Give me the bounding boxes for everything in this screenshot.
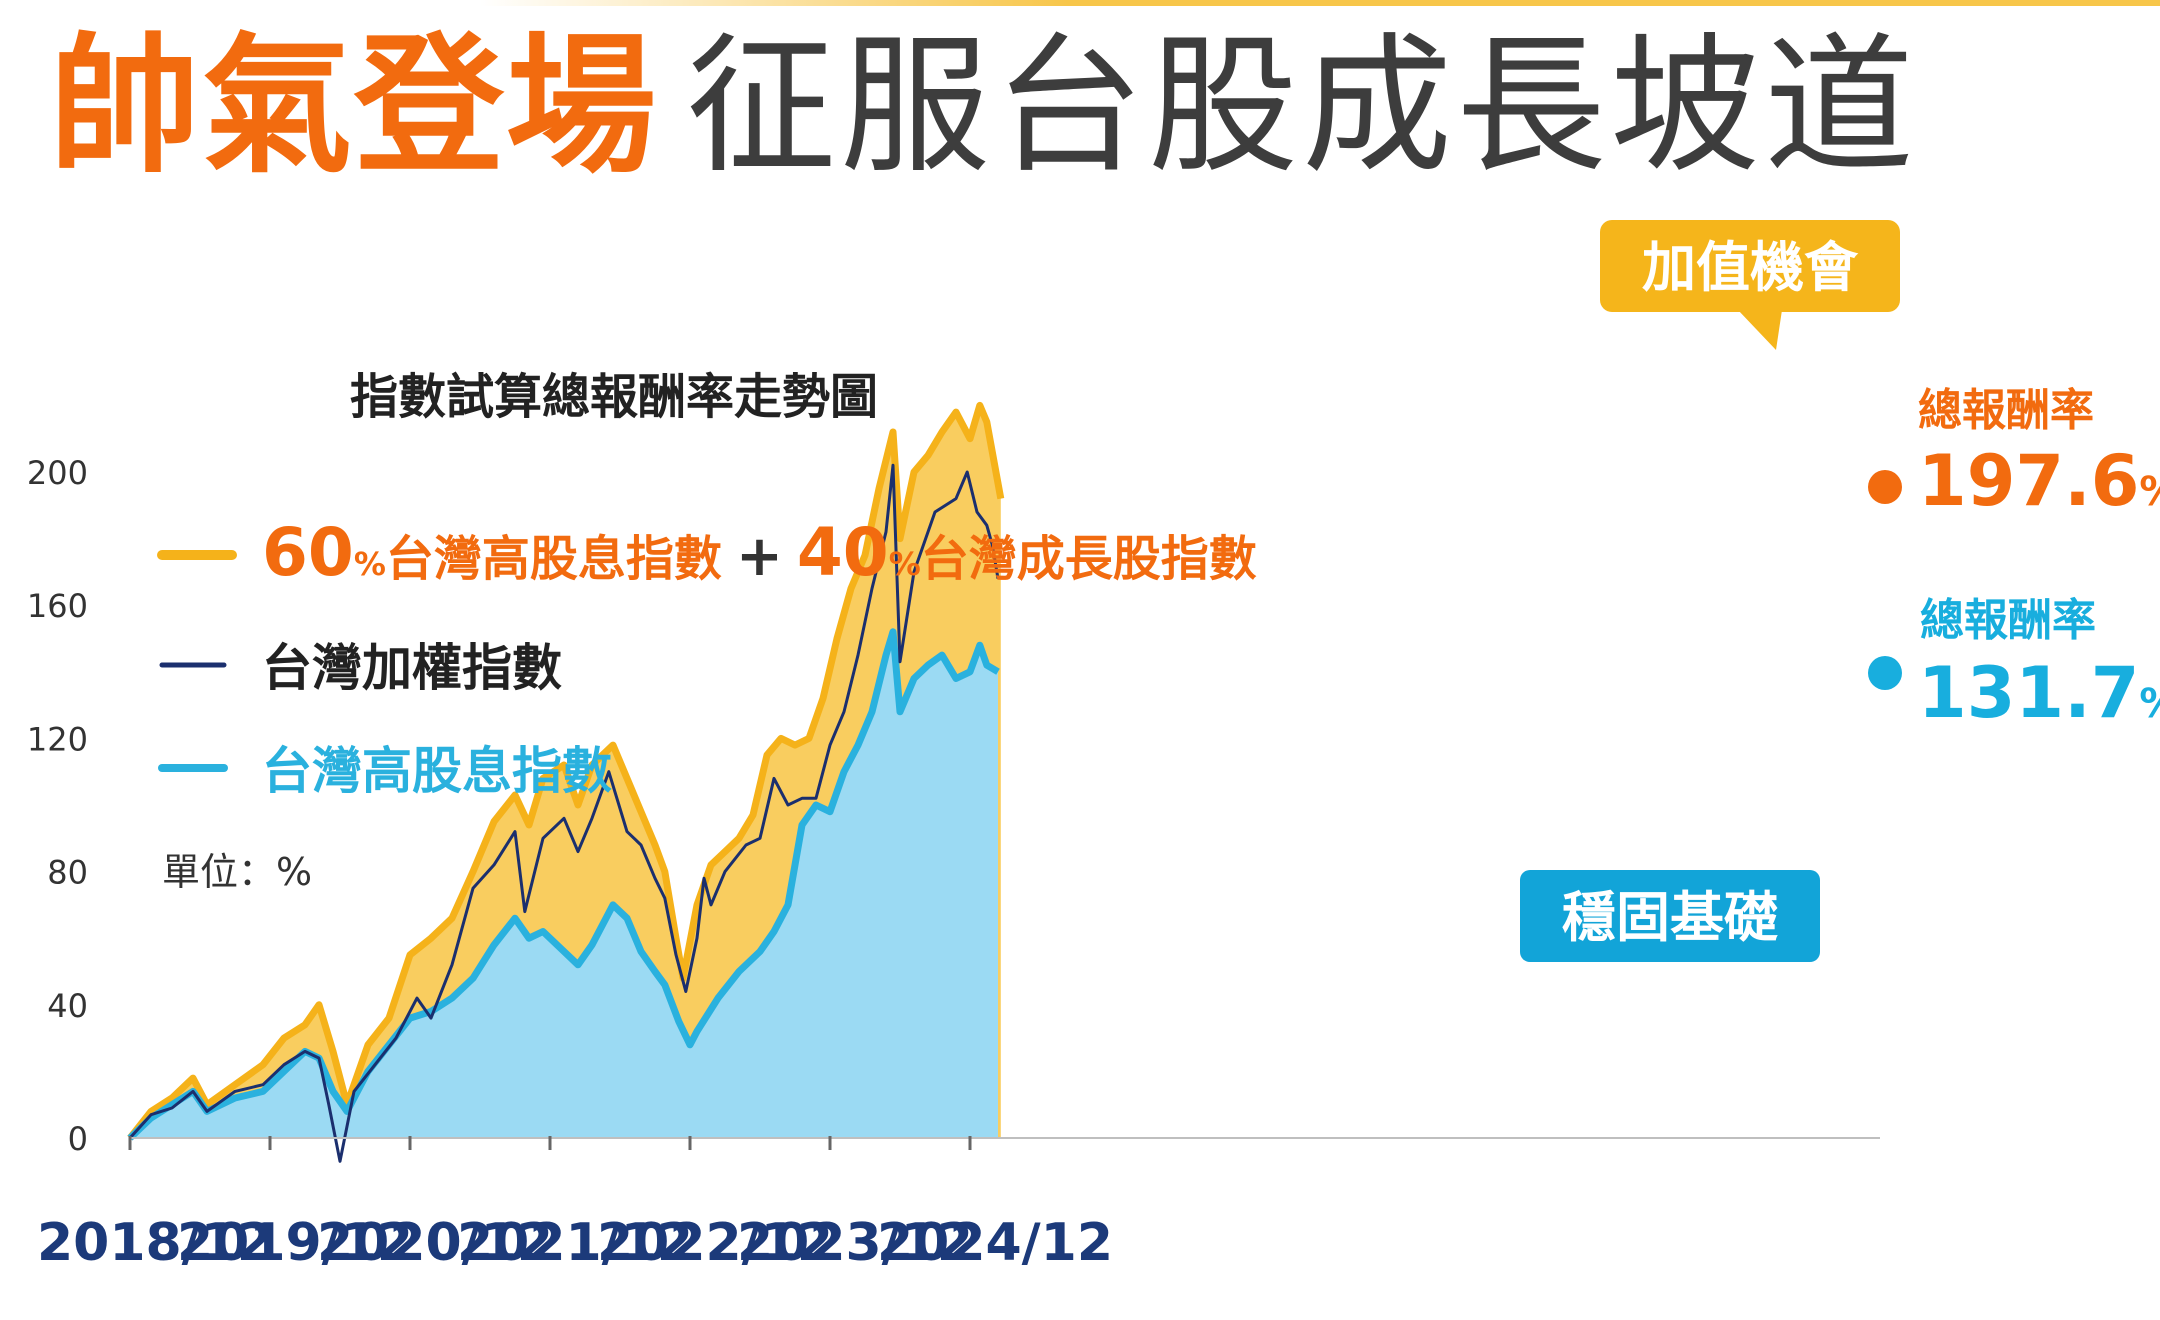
legend-combo: 60%台灣高股息指數 +40%台灣成長股指數	[262, 514, 1257, 591]
high-div-return-pct: %	[2139, 681, 2160, 727]
value-add-tag-bg	[1600, 220, 1900, 312]
high-div-return-value: 131.7%	[1918, 652, 2160, 734]
x-tick-label: 2022/12	[597, 1213, 833, 1273]
value-add-tag-text: 加值機會	[1642, 236, 1859, 299]
stable-base-tag-text: 穩固基礎	[1562, 886, 1778, 949]
combo-return-pct: %	[2139, 469, 2160, 515]
legend-combo-name2: 台灣成長股指數	[921, 531, 1257, 587]
headline-rest: 征服台股成長坡道	[686, 20, 1919, 194]
stable-base-tag: 穩固基礎	[1520, 870, 1820, 962]
legend-combo-p1: 60	[262, 514, 354, 591]
y-tick-label: 200	[27, 454, 88, 492]
legend-combo-pct2: %	[889, 545, 921, 583]
high-div-return-number: 131.7	[1918, 652, 2139, 734]
combo-end-dot	[1868, 470, 1902, 504]
legend-combo-plus: +	[736, 524, 783, 589]
high-div-area	[130, 631, 998, 1138]
high-div-return: 總報酬率 131.7%	[1868, 595, 2160, 734]
x-tick-label: 2023/12	[737, 1213, 973, 1273]
x-axis: 2018/122019/122020/122021/122022/122023/…	[37, 1136, 1880, 1273]
x-tick-label: 2020/12	[317, 1213, 553, 1273]
chart-title: 指數試算總報酬率走勢圖	[350, 369, 878, 425]
headline-highlight: 帥氣登場	[50, 20, 659, 194]
high-div-end-dot	[1868, 656, 1902, 690]
y-tick-label: 0	[68, 1120, 88, 1158]
combo-line	[127, 401, 1005, 1141]
combo-return-value: 197.6%	[1918, 440, 2160, 522]
legend-combo-name1: 台灣高股息指數	[386, 531, 722, 587]
y-tick-label: 160	[27, 587, 88, 625]
legend-combo-pct1: %	[354, 545, 386, 583]
unit-label: 單位：%	[162, 850, 312, 894]
y-tick-label: 40	[47, 987, 88, 1025]
lines	[127, 401, 1005, 1163]
value-add-tag-pointer	[1738, 310, 1782, 350]
high-div-return-label: 總報酬率	[1920, 595, 2096, 646]
legend-high-div: 台灣高股息指數	[262, 742, 612, 800]
value-add-tag: 加值機會	[1600, 220, 1900, 350]
legend-taiex: 台灣加權指數	[262, 639, 562, 697]
y-tick-label: 120	[27, 720, 88, 758]
headline: 帥氣登場 征服台股成長坡道	[50, 22, 1918, 192]
combo-return-number: 197.6	[1918, 440, 2139, 522]
top-accent-line	[480, 0, 2160, 6]
x-tick-label: 2019/12	[177, 1213, 413, 1273]
taiex-line	[128, 463, 1000, 1163]
x-tick-label: 2021/12	[457, 1213, 693, 1273]
x-tick-label: 2024/12	[877, 1213, 1113, 1273]
x-tick-label: 2018/12	[37, 1213, 273, 1273]
stable-base-tag-bg	[1520, 870, 1820, 962]
legend: 60%台灣高股息指數 +40%台灣成長股指數 台灣加權指數 台灣高股息指數 單位：…	[157, 514, 1257, 894]
y-axis: 0 40 80 120 160 200	[27, 454, 88, 1158]
y-tick-label: 80	[47, 854, 88, 892]
legend-combo-p2: 40	[797, 514, 889, 591]
combo-return-label: 總報酬率	[1918, 385, 2094, 436]
combo-return: 總報酬率 197.6%	[1868, 385, 2160, 522]
